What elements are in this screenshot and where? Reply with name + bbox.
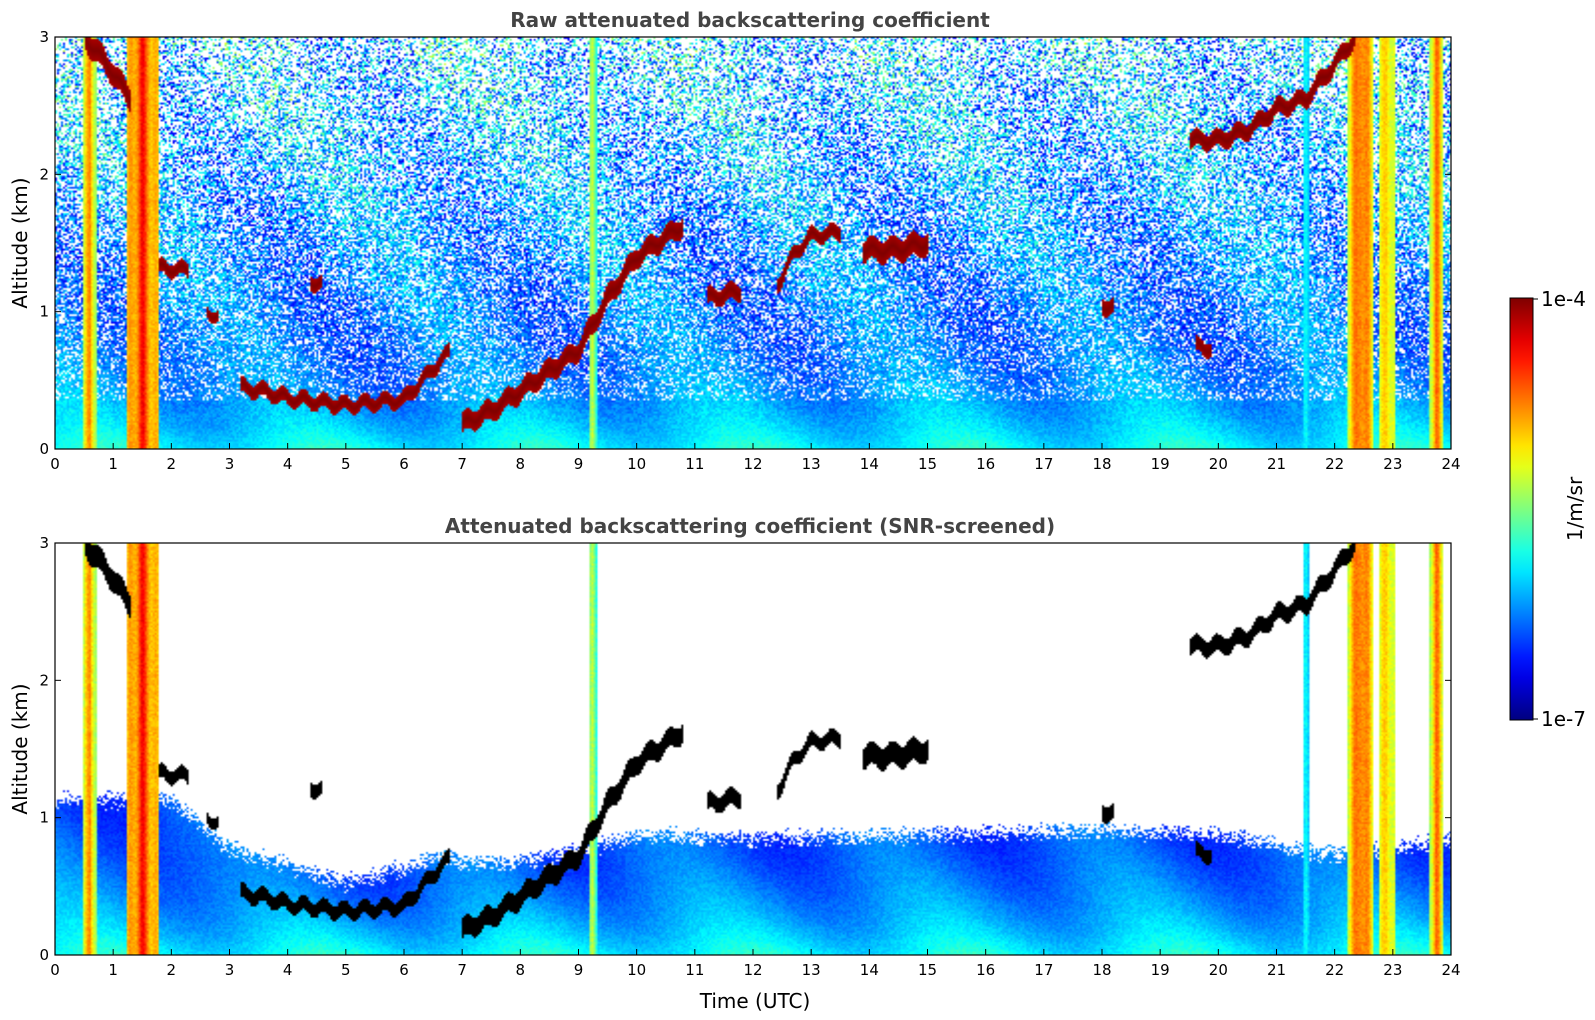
x-tick-label: 18: [1092, 961, 1111, 979]
x-tick-label: 20: [1209, 455, 1228, 473]
panel-screened-heatmap: [55, 543, 1451, 955]
x-tick-label: 14: [860, 961, 879, 979]
x-tick-label: 8: [516, 455, 526, 473]
panel-raw-title: Raw attenuated backscattering coefficien…: [510, 8, 990, 32]
y-tick-label: 3: [39, 534, 49, 552]
x-tick-label: 21: [1267, 961, 1286, 979]
x-tick-label: 14: [860, 455, 879, 473]
x-tick-label: 5: [341, 961, 351, 979]
colorbar-max-label: 1e-4: [1541, 287, 1586, 311]
y-tick-label: 2: [39, 671, 49, 689]
x-tick-label: 10: [627, 455, 646, 473]
x-tick-label: 4: [283, 455, 293, 473]
panel-raw: Raw attenuated backscattering coefficien…: [8, 8, 1461, 473]
x-tick-label: 12: [743, 455, 762, 473]
x-tick-label: 19: [1151, 961, 1170, 979]
y-tick-label: 1: [39, 303, 49, 321]
y-tick-label: 3: [39, 28, 49, 46]
x-tick-label: 10: [627, 961, 646, 979]
x-tick-label: 9: [574, 455, 584, 473]
x-tick-label: 22: [1325, 455, 1344, 473]
x-tick-label: 11: [685, 455, 704, 473]
panel-screened-title: Attenuated backscattering coefficient (S…: [445, 514, 1055, 538]
panel-screened-y-ticks: 0 1 2 3: [39, 534, 1451, 964]
x-tick-label: 17: [1034, 961, 1053, 979]
panel-screened-x-axis-label: Time (UTC): [699, 989, 811, 1013]
x-tick-label: 15: [918, 961, 937, 979]
colorbar-min-label: 1e-7: [1541, 707, 1586, 731]
x-tick-label: 23: [1383, 961, 1402, 979]
x-tick-label: 2: [167, 961, 177, 979]
x-tick-label: 7: [457, 455, 467, 473]
x-tick-label: 9: [574, 961, 584, 979]
y-tick-label: 2: [39, 165, 49, 183]
x-tick-label: 17: [1034, 455, 1053, 473]
x-tick-label: 19: [1151, 455, 1170, 473]
y-tick-label: 0: [39, 946, 49, 964]
colorbar: 1e-4 1e-7 1/m/sr: [1509, 287, 1587, 731]
x-tick-label: 2: [167, 455, 177, 473]
x-tick-label: 6: [399, 455, 409, 473]
x-tick-label: 24: [1441, 455, 1460, 473]
x-tick-label: 13: [802, 961, 821, 979]
x-tick-label: 3: [225, 961, 235, 979]
x-tick-label: 0: [50, 455, 60, 473]
panel-screened-y-axis-label: Altitude (km): [8, 683, 32, 814]
x-tick-label: 11: [685, 961, 704, 979]
x-tick-label: 24: [1441, 961, 1460, 979]
x-tick-label: 0: [50, 961, 60, 979]
x-tick-label: 18: [1092, 455, 1111, 473]
x-tick-label: 22: [1325, 961, 1344, 979]
x-tick-label: 16: [976, 961, 995, 979]
x-tick-label: 23: [1383, 455, 1402, 473]
panel-raw-y-axis-label: Altitude (km): [8, 177, 32, 308]
panel-screened: Attenuated backscattering coefficient (S…: [8, 514, 1461, 1013]
x-tick-label: 13: [802, 455, 821, 473]
x-tick-label: 1: [108, 455, 118, 473]
x-tick-label: 16: [976, 455, 995, 473]
colorbar-gradient: [1509, 297, 1534, 721]
y-tick-label: 0: [39, 440, 49, 458]
panel-raw-heatmap: [55, 37, 1451, 449]
x-tick-label: 21: [1267, 455, 1286, 473]
x-tick-label: 4: [283, 961, 293, 979]
x-tick-label: 5: [341, 455, 351, 473]
panel-screened-x-ticks: 0 1 2 3 4 5 6 7 8 9 10 11 12 13 14 15 16 17 18 19 20 21 22 23 24: [50, 949, 1461, 979]
panel-raw-x-ticks: 0 1 2 3 4 5 6 7 8 9 10 11 12 13 14 15 16 17 18 19 20 21 22 23 24: [50, 443, 1461, 473]
colorbar-label: 1/m/sr: [1563, 476, 1587, 541]
x-tick-label: 20: [1209, 961, 1228, 979]
x-tick-label: 6: [399, 961, 409, 979]
x-tick-label: 1: [108, 961, 118, 979]
x-tick-label: 3: [225, 455, 235, 473]
x-tick-label: 7: [457, 961, 467, 979]
y-tick-label: 1: [39, 809, 49, 827]
x-tick-label: 12: [743, 961, 762, 979]
x-tick-label: 8: [516, 961, 526, 979]
x-tick-label: 15: [918, 455, 937, 473]
panel-raw-y-ticks: 0 1 2 3: [39, 28, 1451, 458]
